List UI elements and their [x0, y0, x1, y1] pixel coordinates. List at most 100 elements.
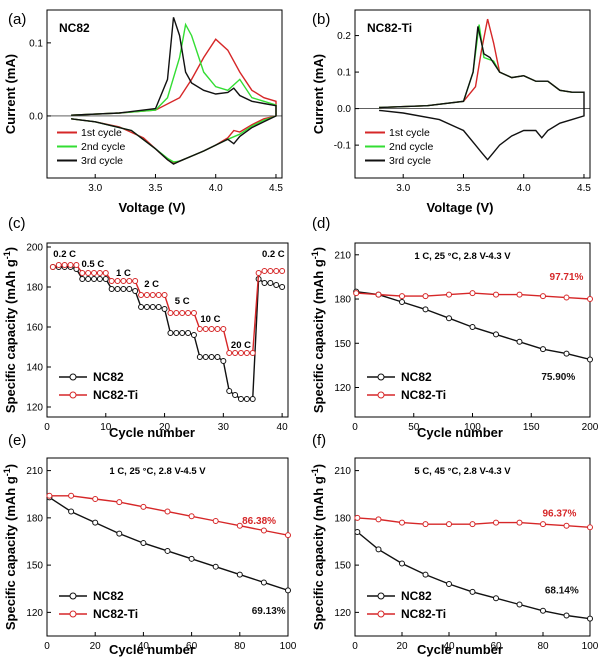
data-point	[108, 278, 115, 284]
data-point	[563, 294, 570, 301]
data-point	[469, 588, 476, 595]
x-axis-label: Voltage (V)	[427, 200, 494, 215]
data-point	[155, 304, 162, 310]
y-tick-label: 0.0	[29, 111, 43, 122]
data-point	[161, 292, 168, 298]
retention-label: 75.90%	[541, 372, 575, 383]
legend-label: NC82	[93, 589, 124, 603]
data-point	[120, 278, 127, 284]
data-point	[114, 286, 121, 292]
data-point	[375, 546, 382, 553]
panel-e: 0 20 40 60 80 100 120 150 180 210 Cycle number Spec…	[2, 432, 297, 657]
retention-label: 68.14%	[545, 585, 579, 596]
data-point	[92, 519, 99, 526]
legend-label: 1st cycle	[81, 127, 122, 139]
test-condition: 1 C, 25 °C, 2.8 V-4.5 V	[109, 466, 206, 477]
rate-label: 1 C	[116, 268, 131, 279]
x-tick-label: 0	[44, 422, 50, 433]
data-point	[375, 291, 382, 298]
data-point	[446, 581, 452, 588]
rate-label: 0.2 C	[262, 249, 285, 260]
data-point	[79, 270, 86, 276]
data-point	[196, 354, 203, 360]
data-point	[255, 270, 262, 276]
panel-label: (a)	[8, 11, 26, 28]
data-point	[267, 280, 274, 286]
y-axis-label: Current (mA)	[311, 54, 326, 134]
data-point	[354, 514, 361, 521]
retention-label: 97.71%	[550, 272, 584, 283]
data-point	[179, 330, 186, 336]
data-point	[214, 326, 221, 332]
y-axis-label: Specific capacity (mAh g-1)	[310, 247, 326, 413]
y-axis-label-end: )	[311, 247, 326, 251]
data-point	[243, 350, 250, 356]
data-point	[516, 519, 523, 526]
data-point	[540, 293, 546, 300]
data-point	[220, 358, 227, 364]
legend-label: NC82	[401, 370, 432, 384]
data-point	[188, 555, 195, 562]
data-point	[279, 268, 286, 274]
data-point	[249, 350, 256, 356]
data-point	[102, 276, 109, 282]
y-axis-label: Current (mA)	[3, 54, 18, 134]
x-tick-label: 100	[582, 641, 599, 652]
legend-marker	[377, 592, 385, 600]
data-point	[173, 310, 180, 316]
legend-label: NC82-Ti	[401, 607, 446, 621]
data-point	[236, 522, 243, 529]
data-point	[138, 292, 145, 298]
panel-c: 0 10 20 30 40 120 140 160 180 200 Cycle number Spec…	[2, 215, 289, 440]
x-tick-label: 200	[582, 422, 599, 433]
legend-label: NC82	[401, 589, 432, 603]
data-point	[399, 293, 405, 300]
x-tick-label: 4.0	[517, 183, 531, 194]
data-point	[102, 270, 109, 276]
data-point	[422, 293, 429, 300]
data-point	[540, 346, 546, 353]
data-point	[587, 524, 593, 531]
data-point	[279, 284, 286, 290]
y-tick-label: 150	[26, 561, 43, 572]
x-tick-label: 3.5	[149, 183, 163, 194]
data-point	[173, 330, 180, 336]
data-point	[116, 499, 123, 506]
data-point	[49, 264, 56, 270]
rate-label: 20 C	[231, 340, 251, 351]
x-axis-label: Cycle number	[109, 425, 195, 440]
data-point	[202, 354, 209, 360]
data-point	[132, 288, 139, 294]
y-axis-label-superscript: -1	[2, 251, 12, 259]
data-point	[261, 280, 268, 286]
y-axis-label-end: )	[311, 464, 326, 468]
legend-label: NC82-Ti	[401, 388, 446, 402]
x-axis-label: Voltage (V)	[119, 200, 186, 215]
data-point	[126, 278, 133, 284]
retention-label: 69.13%	[252, 606, 286, 617]
y-axis-label-end: )	[3, 247, 18, 251]
legend-label: 3rd cycle	[389, 155, 431, 167]
legend-label: 3rd cycle	[81, 155, 123, 167]
x-tick-label: 3.5	[457, 183, 471, 194]
x-tick-label: 4.5	[269, 183, 283, 194]
data-point	[446, 521, 452, 528]
x-tick-label: 0	[44, 641, 50, 652]
legend-marker	[377, 373, 385, 381]
data-point	[516, 291, 523, 298]
data-point	[260, 527, 267, 534]
x-tick-label: 20	[90, 641, 102, 652]
y-tick-label: 150	[334, 561, 351, 572]
data-point	[243, 396, 250, 402]
x-tick-label: 0	[352, 422, 358, 433]
data-point	[149, 304, 156, 310]
y-tick-label: 120	[26, 608, 43, 619]
data-point	[143, 292, 150, 298]
data-point	[236, 571, 243, 578]
data-point	[208, 326, 215, 332]
data-point	[212, 518, 219, 525]
x-tick-label: 20	[159, 422, 171, 433]
y-axis-label: Specific capacity (mAh g-1)	[310, 464, 326, 630]
data-point	[267, 268, 274, 274]
